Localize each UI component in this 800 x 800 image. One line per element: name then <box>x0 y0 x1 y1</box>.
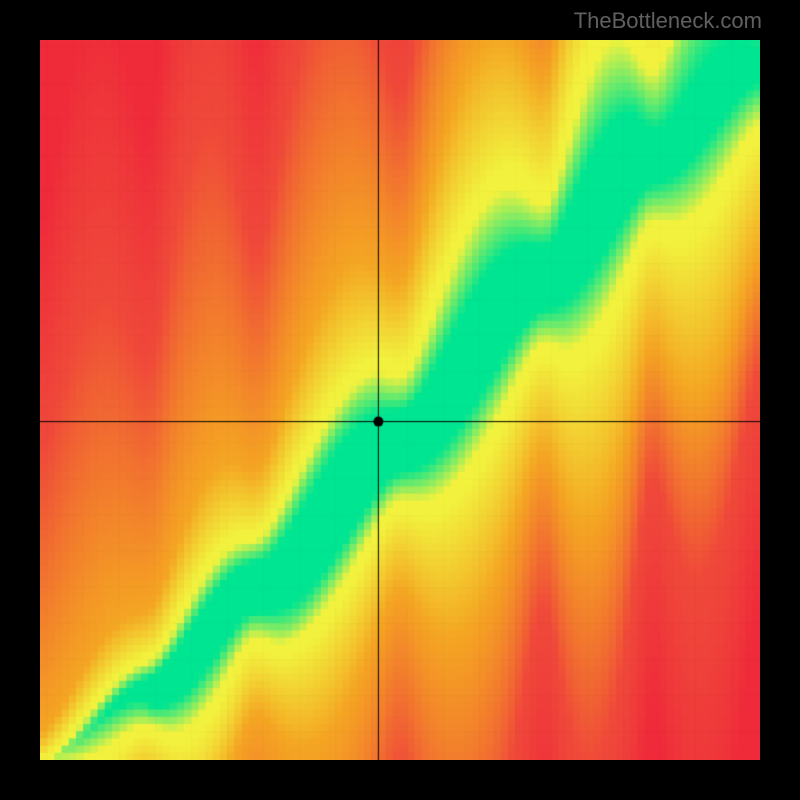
heatmap-canvas <box>40 40 760 760</box>
watermark-text: TheBottleneck.com <box>574 8 762 34</box>
bottleneck-heatmap <box>40 40 760 760</box>
